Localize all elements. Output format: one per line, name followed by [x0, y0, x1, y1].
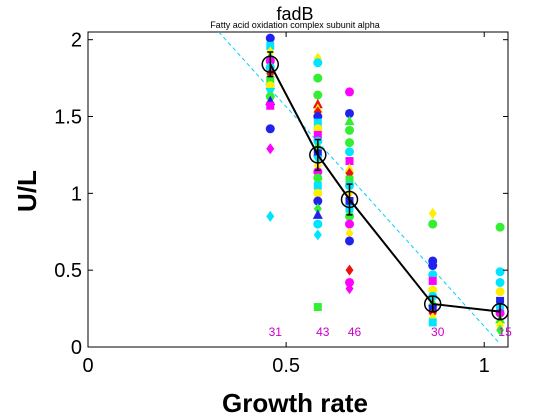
data-point — [345, 125, 355, 135]
data-point — [495, 267, 505, 277]
data-point — [345, 157, 354, 166]
y-tick-label: 1.5 — [54, 107, 82, 129]
data-point — [345, 108, 355, 118]
data-point — [345, 277, 355, 287]
data-point — [313, 118, 322, 127]
y-tick-label: 0.5 — [54, 260, 82, 282]
fit-line — [218, 32, 501, 345]
sample-count-label: 43 — [316, 325, 330, 339]
data-point — [345, 87, 355, 97]
data-point — [345, 283, 354, 295]
data-point — [344, 115, 355, 126]
data-point — [496, 296, 505, 305]
data-point — [313, 203, 322, 215]
sample-count-label: 46 — [348, 325, 362, 339]
data-point — [312, 209, 323, 219]
x-tick-label: 1 — [479, 355, 490, 377]
data-point — [345, 175, 354, 184]
sample-count-label: 15 — [498, 325, 512, 339]
data-point — [313, 173, 323, 183]
data-point — [496, 324, 505, 336]
data-point — [266, 75, 275, 84]
x-tick-label: 0.5 — [272, 355, 300, 377]
data-point — [266, 143, 275, 155]
data-point — [313, 58, 323, 68]
data-point — [266, 210, 275, 222]
data-point — [313, 229, 322, 241]
data-point — [428, 318, 437, 327]
sample-count-label: 31 — [269, 325, 283, 339]
mean-layer — [261, 51, 509, 321]
data-point — [428, 261, 438, 271]
data-point — [345, 236, 355, 246]
data-point — [313, 303, 322, 312]
data-point — [313, 181, 322, 190]
data-point — [345, 219, 355, 229]
data-point — [313, 73, 323, 83]
plot-area: 31 43 46 30 15 — [87, 31, 512, 348]
chart-title: fadB — [276, 4, 313, 24]
data-point — [266, 101, 275, 110]
mean-marker — [491, 302, 509, 321]
data-point — [266, 41, 275, 50]
fit-line-layer — [218, 32, 501, 345]
sample-count-layer: 31 43 46 30 15 — [269, 325, 512, 339]
x-tick-label: 0 — [82, 355, 93, 377]
data-point — [313, 188, 323, 198]
axes-layer: 0 0.5 1 0 0.5 1 1.5 2 — [54, 30, 508, 377]
data-point — [265, 124, 275, 134]
plot-frame — [87, 31, 509, 348]
data-point — [313, 90, 323, 100]
data-point — [428, 207, 437, 219]
data-point — [345, 147, 355, 157]
data-point — [265, 33, 275, 43]
mean-marker — [309, 146, 327, 164]
data-point — [428, 219, 438, 229]
data-point — [495, 222, 505, 232]
sample-count-label: 30 — [431, 325, 445, 339]
data-point — [428, 276, 437, 285]
y-tick-label: 1 — [71, 183, 82, 205]
data-point — [313, 196, 323, 206]
data-point — [345, 227, 354, 239]
data-point — [495, 277, 505, 287]
chart-subtitle: Fatty acid oxidation complex subunit alp… — [210, 20, 380, 30]
x-axis-label: Growth rate — [222, 388, 368, 418]
data-point — [345, 138, 355, 148]
data-point — [495, 287, 505, 297]
mean-marker — [261, 55, 280, 74]
data-point — [345, 264, 354, 276]
data-point — [313, 130, 322, 139]
mean-marker — [423, 295, 442, 313]
data-point — [313, 219, 323, 229]
mean-marker — [340, 190, 359, 209]
y-axis-label: U/L — [12, 170, 42, 212]
y-tick-label: 0 — [71, 337, 82, 359]
y-tick-label: 2 — [71, 30, 82, 52]
